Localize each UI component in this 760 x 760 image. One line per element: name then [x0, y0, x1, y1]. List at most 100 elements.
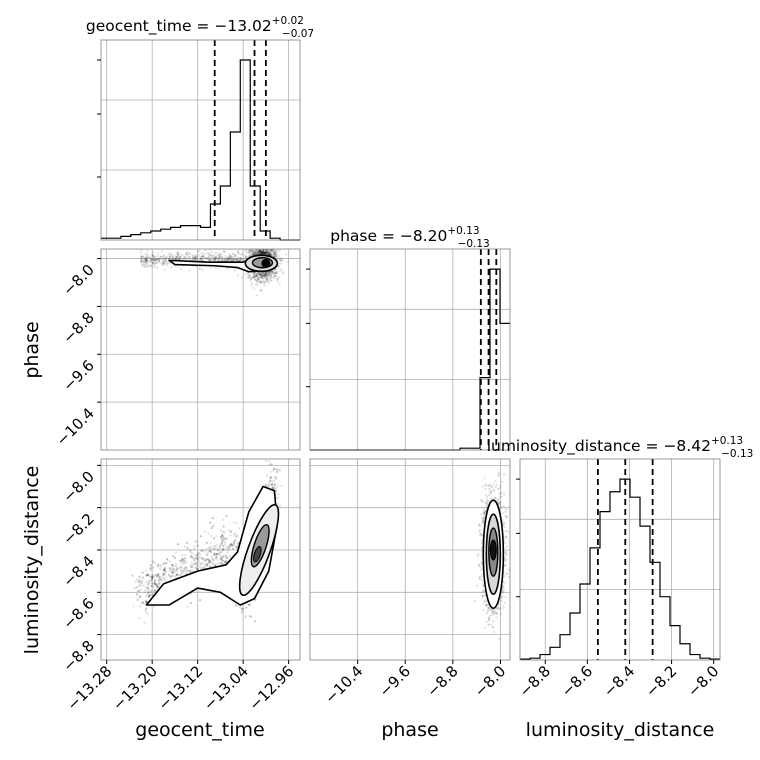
scatter-point	[192, 258, 196, 261]
scatter-point	[149, 564, 152, 567]
scatter-point	[178, 257, 181, 261]
scatter-point	[170, 266, 173, 269]
scatter-point	[245, 606, 248, 609]
scatter-point	[265, 251, 268, 254]
scatter-point	[194, 256, 197, 260]
scatter-point	[233, 254, 236, 257]
scatter-point	[140, 259, 143, 262]
scatter-point	[265, 250, 268, 253]
scatter-point	[483, 589, 486, 592]
scatter-point	[191, 551, 194, 555]
scatter-point	[138, 616, 141, 620]
scatter-point	[253, 250, 256, 254]
scatter-point	[177, 251, 180, 254]
scatter-point	[205, 256, 208, 260]
scatter-point	[226, 255, 229, 259]
scatter-point	[156, 586, 159, 589]
scatter-point	[180, 569, 183, 572]
scatter-point	[152, 261, 155, 265]
scatter-point	[240, 607, 243, 610]
scatter-point	[149, 569, 153, 572]
scatter-point	[494, 611, 497, 615]
scatter-point	[502, 504, 505, 508]
scatter-point	[228, 257, 231, 260]
scatter-point	[260, 252, 263, 255]
scatter-point	[211, 257, 214, 260]
scatter-point	[205, 553, 209, 556]
scatter-point	[229, 259, 232, 262]
scatter-point	[171, 570, 175, 573]
scatter-point	[229, 254, 233, 258]
scatter-point	[263, 251, 266, 254]
scatter-point	[505, 573, 508, 576]
scatter-point	[264, 280, 267, 283]
scatter-point	[270, 482, 274, 485]
scatter-point	[221, 259, 224, 262]
scatter-point	[265, 252, 268, 255]
scatter-point	[265, 277, 269, 280]
scatter-point	[223, 543, 226, 546]
scatter-point	[253, 620, 257, 623]
scatter-point	[270, 463, 273, 466]
scatter-point	[156, 584, 159, 587]
scatter-point	[221, 562, 224, 566]
scatter-point	[148, 595, 151, 598]
scatter-point	[266, 280, 269, 283]
scatter-point	[259, 245, 261, 247]
scatter-point	[147, 591, 150, 594]
scatter-point	[262, 250, 265, 253]
scatter-point	[273, 483, 276, 487]
scatter-point	[212, 525, 215, 528]
scatter-point	[261, 252, 264, 255]
scatter-point	[151, 577, 154, 580]
scatter-point	[232, 258, 235, 262]
scatter-point	[160, 250, 164, 253]
scatter-point	[141, 571, 144, 574]
scatter-point	[182, 570, 185, 573]
scatter-point	[278, 469, 281, 472]
scatter-point	[163, 568, 166, 571]
scatter-point	[147, 595, 150, 598]
scatter-point	[196, 561, 199, 564]
scatter-point	[273, 272, 277, 275]
scatter-point	[149, 575, 152, 578]
scatter-point	[145, 258, 148, 261]
scatter-point	[168, 569, 171, 573]
scatter-point	[260, 245, 262, 247]
scatter-point	[140, 255, 143, 258]
scatter-point	[505, 536, 508, 539]
scatter-point	[244, 254, 247, 257]
scatter-point	[225, 560, 228, 563]
scatter-point	[261, 250, 264, 253]
scatter-point	[250, 281, 253, 285]
scatter-point	[275, 470, 279, 474]
scatter-point	[208, 255, 211, 258]
scatter-point	[148, 593, 152, 597]
scatter-point	[267, 241, 269, 243]
scatter-point	[210, 557, 214, 561]
scatter-point	[261, 251, 265, 254]
scatter-point	[264, 274, 267, 277]
scatter-point	[158, 582, 161, 585]
scatter-point	[156, 585, 159, 588]
scatter-point	[237, 250, 240, 253]
scatter-point	[169, 575, 172, 578]
scatter-point	[163, 573, 166, 576]
scatter-point	[152, 560, 155, 563]
scatter-point	[503, 525, 506, 529]
scatter-point	[205, 564, 209, 567]
scatter-point	[183, 255, 187, 258]
scatter-point	[209, 560, 212, 563]
scatter-point	[136, 598, 140, 601]
scatter-point	[221, 539, 224, 543]
scatter-point	[263, 252, 266, 255]
scatter-point	[180, 253, 183, 256]
scatter-point	[176, 573, 179, 576]
scatter-point	[204, 550, 207, 553]
scatter-point	[223, 561, 227, 564]
scatter-point	[270, 243, 272, 245]
scatter-point	[213, 552, 216, 555]
scatter-point	[274, 255, 277, 258]
scatter-point	[266, 279, 269, 282]
scatter-point	[153, 256, 156, 259]
